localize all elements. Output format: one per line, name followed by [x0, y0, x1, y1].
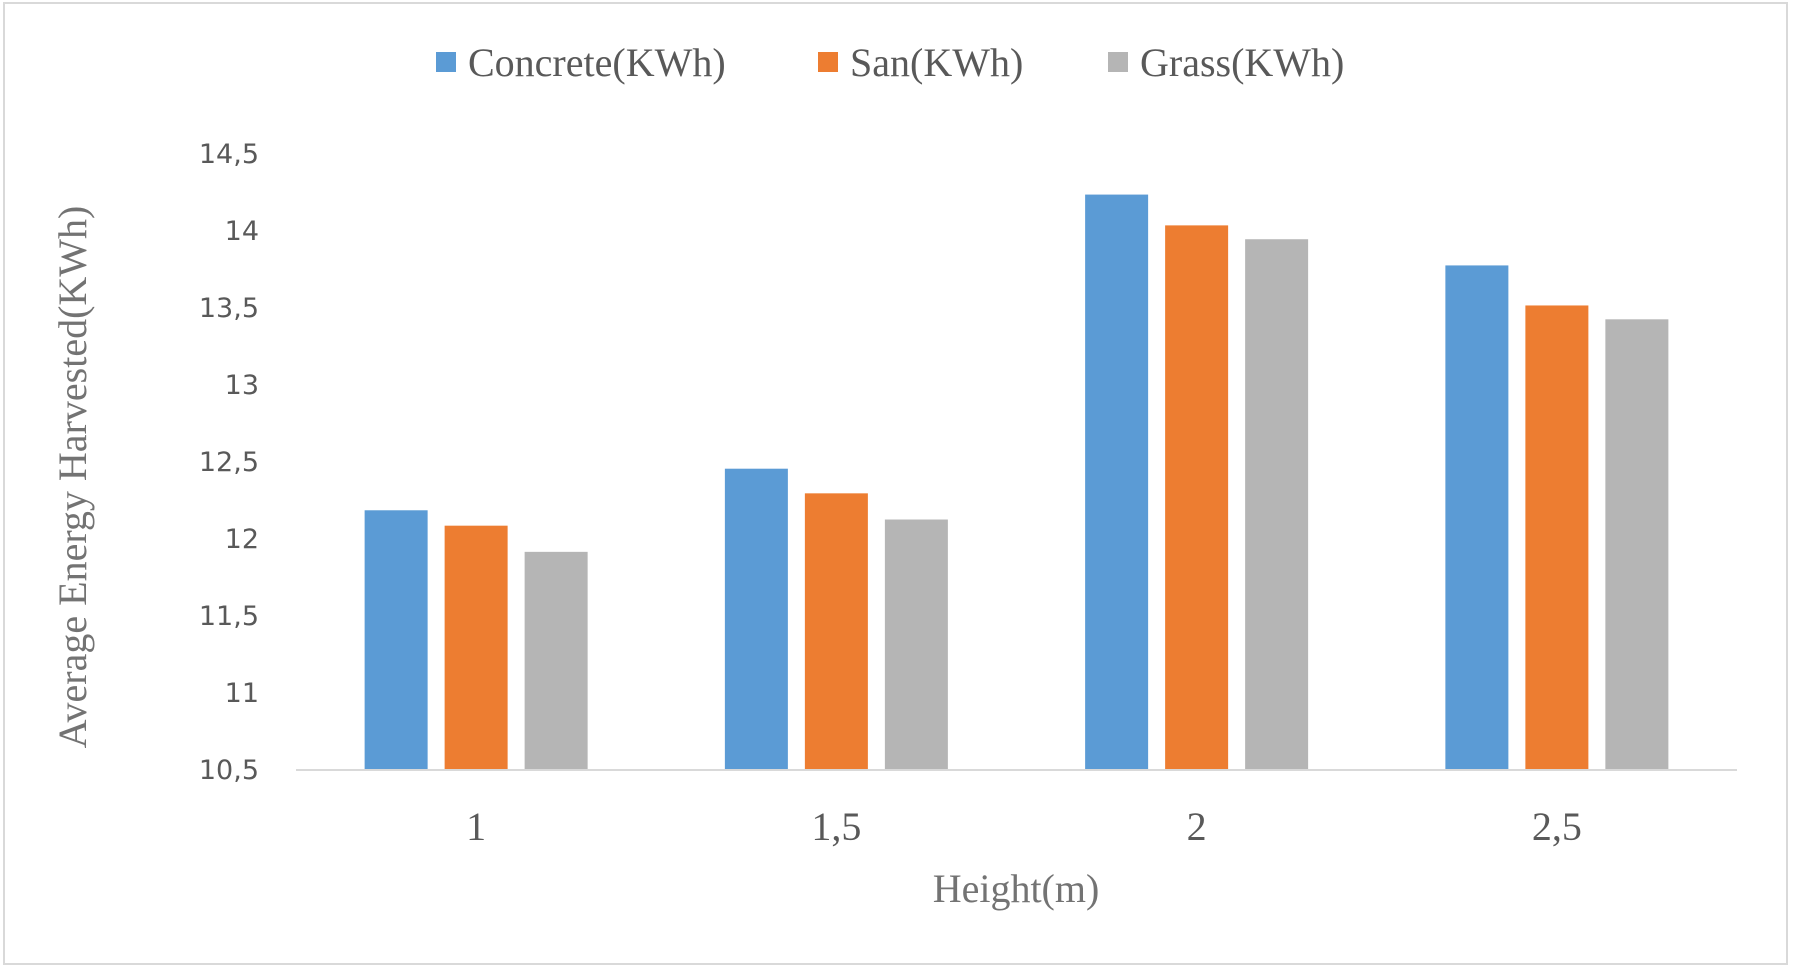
- legend-swatch: [1108, 52, 1128, 72]
- x-tick-label: 2: [1187, 804, 1207, 849]
- legend-item: Concrete(KWh): [436, 40, 726, 85]
- bar-san-2: [1165, 225, 1229, 769]
- x-tick-label: 1: [466, 804, 486, 849]
- y-tick-label: 14: [225, 216, 259, 247]
- bar-grass-1-5: [884, 519, 948, 769]
- legend-swatch: [818, 52, 838, 72]
- x-tick-label: 1,5: [811, 804, 861, 849]
- y-tick-label: 13: [225, 370, 259, 401]
- y-axis-title: Average Energy Harvested(KWh): [50, 206, 95, 749]
- x-tick-label: 2,5: [1532, 804, 1582, 849]
- bar-concrete-2-5: [1445, 265, 1509, 769]
- bar-grass-2-5: [1605, 319, 1669, 769]
- bar-grass-1: [524, 551, 588, 769]
- y-tick-label: 10,5: [199, 755, 259, 786]
- x-axis-title: Height(m): [933, 866, 1100, 911]
- bar-san-1: [444, 525, 508, 769]
- legend-swatch: [436, 52, 456, 72]
- y-tick-label: 11: [225, 678, 259, 709]
- y-axis-ticks: 10,5 11 11,5 12 12,5 13 13,5 14 14,5: [199, 139, 259, 786]
- bar-concrete-2: [1085, 194, 1149, 769]
- bar-grass-2: [1245, 239, 1309, 770]
- legend-item: San(KWh): [818, 40, 1023, 85]
- legend-label: Concrete(KWh): [468, 40, 726, 85]
- bar-san-2-5: [1525, 305, 1589, 769]
- legend-label: San(KWh): [850, 40, 1023, 85]
- bar-concrete-1: [364, 510, 428, 769]
- y-tick-label: 12,5: [199, 447, 259, 478]
- y-tick-label: 12: [225, 524, 259, 555]
- x-axis-ticks: 1 1,5 2 2,5: [466, 804, 1582, 849]
- y-tick-label: 13,5: [199, 293, 259, 324]
- legend-label: Grass(KWh): [1140, 40, 1344, 85]
- legend-item: Grass(KWh): [1108, 40, 1344, 85]
- legend: Concrete(KWh) San(KWh) Grass(KWh): [436, 40, 1344, 85]
- bar-san-1-5: [804, 493, 868, 769]
- bar-concrete-1-5: [724, 468, 788, 769]
- y-tick-label: 11,5: [199, 601, 259, 632]
- bars: [364, 194, 1669, 770]
- y-tick-label: 14,5: [199, 139, 259, 170]
